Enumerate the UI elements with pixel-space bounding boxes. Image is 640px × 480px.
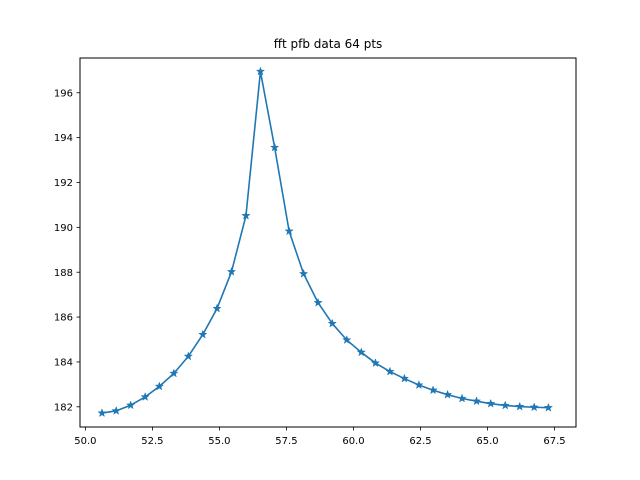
y-tick-label: 188 <box>54 268 73 279</box>
data-point-marker <box>399 373 410 383</box>
data-point-marker <box>125 400 136 410</box>
data-point-marker <box>140 391 150 401</box>
y-tick-label: 184 <box>54 358 73 369</box>
y-axis: 182 184 186 188 190 192 194 196 <box>54 88 80 413</box>
chart-title: fft pfb data 64 pts <box>274 37 383 51</box>
data-point-marker <box>385 366 395 376</box>
data-point-marker <box>226 266 237 276</box>
data-point-marker <box>313 297 323 307</box>
data-point-marker <box>327 318 337 328</box>
data-point-marker <box>486 398 496 408</box>
x-tick-label: 52.5 <box>141 436 163 447</box>
data-point-marker <box>514 401 525 411</box>
data-point-marker <box>97 408 107 418</box>
data-point-marker <box>198 329 208 339</box>
data-point-marker <box>284 226 294 236</box>
data-point-marker <box>269 142 280 152</box>
data-point-marker <box>356 347 366 357</box>
data-point-marker <box>471 396 482 406</box>
x-tick-label: 62.5 <box>409 436 431 447</box>
data-point-marker <box>298 268 309 278</box>
data-point-marker <box>442 389 453 399</box>
axes-frame <box>79 57 577 428</box>
data-point-marker <box>169 368 179 378</box>
x-tick-label: 65.0 <box>476 436 498 447</box>
data-point-marker <box>111 405 121 415</box>
data-point-marker <box>370 358 381 368</box>
y-tick-label: 194 <box>54 133 73 144</box>
data-point-marker <box>154 381 165 391</box>
y-tick-label: 186 <box>54 313 73 324</box>
plot-area <box>97 66 554 418</box>
x-tick-label: 50.0 <box>74 436 96 447</box>
x-axis: 50.0 52.5 55.0 57.5 60.0 62.5 65.0 67.5 <box>74 427 566 447</box>
data-point-marker <box>500 400 510 410</box>
data-point-marker <box>342 335 352 344</box>
data-point-marker <box>428 385 438 395</box>
y-tick-label: 182 <box>54 402 73 413</box>
y-tick-label: 190 <box>54 223 73 234</box>
x-tick-label: 60.0 <box>342 436 364 447</box>
data-point-marker <box>529 402 539 412</box>
x-tick-label: 67.5 <box>543 436 565 447</box>
y-tick-label: 196 <box>54 88 73 99</box>
data-point-marker <box>212 303 222 313</box>
data-point-marker <box>183 351 194 361</box>
x-tick-label: 57.5 <box>275 436 297 447</box>
y-tick-label: 192 <box>54 178 73 189</box>
data-point-marker <box>255 66 266 76</box>
data-point-marker <box>241 210 251 220</box>
data-point-marker <box>543 402 554 412</box>
data-point-marker <box>457 393 467 403</box>
data-point-marker <box>414 380 424 390</box>
x-tick-label: 55.0 <box>208 436 230 447</box>
